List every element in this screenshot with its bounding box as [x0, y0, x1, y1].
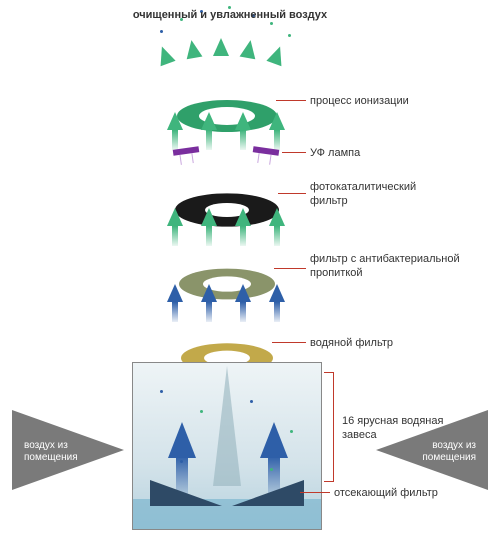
- leader-antibac: [274, 268, 306, 269]
- water-curtain-cone: [213, 366, 241, 486]
- label-clean-air: очищенный и увлажненный воздух: [120, 8, 340, 22]
- label-cutfilter: отсекающий фильтр: [334, 486, 438, 500]
- label-photocat: фотокаталитический фильтр: [310, 180, 450, 209]
- ionization-ring: [177, 100, 277, 132]
- label-antibac: фильтр с антибактериальной пропиткой: [310, 252, 460, 281]
- leader-ionization: [276, 100, 306, 101]
- label-ionization: процесс ионизации: [310, 94, 409, 108]
- cut-filter: [150, 478, 304, 506]
- antibacterial-filter-ring: [179, 269, 275, 300]
- leader-cutfilter: [300, 492, 330, 493]
- photocatalytic-filter-ring: [175, 193, 279, 226]
- air-purifier-diagram: { "type": "infographic", "labels": { "to…: [0, 0, 500, 558]
- leader-waterfilter: [272, 342, 306, 343]
- bracket-curtain: [324, 372, 334, 482]
- label-uv: УФ лампа: [310, 146, 360, 160]
- label-intake-right: воздух из помещения: [396, 440, 476, 464]
- leader-uv: [282, 152, 306, 153]
- label-waterfilter: водяной фильтр: [310, 336, 393, 350]
- label-intake-left: воздух из помещения: [24, 440, 104, 464]
- leader-photocat: [278, 193, 306, 194]
